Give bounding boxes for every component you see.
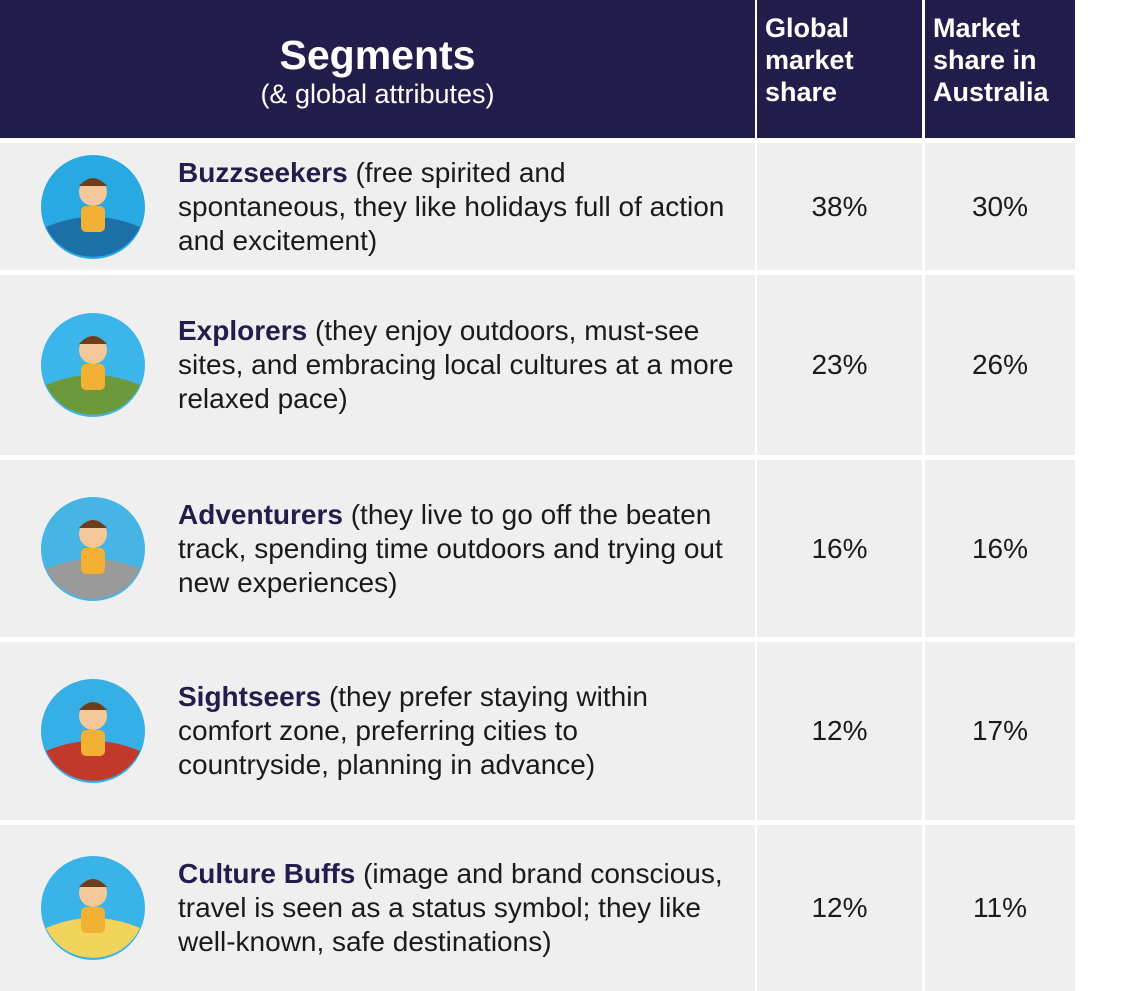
header-note: (& global attributes) [260,79,495,109]
segment-cell: Culture Buffs (image and brand conscious… [0,825,755,991]
segment-description: (they live to go off the beaten track, s… [178,498,723,598]
segment-text: Adventurers (they live to go off the bea… [178,498,735,600]
segment-name: Adventurers [178,498,343,530]
global-share: 12% [757,642,922,820]
segment-name: Sightseers [178,681,322,712]
segment-name: Explorers [178,315,308,346]
global-share: 16% [757,460,922,637]
header-global: Global market share [757,0,922,138]
header-segments: Segments (& global attributes) [0,0,755,138]
segment-cell: Buzzseekers (free spirited and spontaneo… [0,143,755,270]
segment-icon [41,313,145,417]
segment-text: Explorers (they enjoy outdoors, must-see… [178,314,735,416]
segment-name: Buzzseekers [178,156,348,188]
header-title: Segments [279,32,476,78]
australia-share: 11% [925,825,1075,991]
segment-cell: Explorers (they enjoy outdoors, must-see… [0,275,755,455]
segment-icon [41,496,145,601]
australia-share: 30% [925,143,1075,270]
header-australia: Market share in Australia [925,0,1075,138]
segment-icon [41,679,145,783]
segment-cell: Adventurers (they live to go off the bea… [0,460,755,637]
segment-description: (they prefer staying within comfort zone… [178,681,648,780]
global-share: 23% [757,275,922,455]
australia-share: 17% [925,642,1075,820]
segment-text: Buzzseekers (free spirited and spontaneo… [178,156,735,258]
segment-description: (free spirited and spontaneous, they lik… [178,156,725,256]
australia-share: 26% [925,275,1075,455]
global-share: 12% [757,825,922,991]
segment-text: Culture Buffs (image and brand conscious… [178,857,735,959]
segment-icon [41,856,145,960]
segment-name: Culture Buffs [178,858,356,889]
global-share: 38% [757,143,922,270]
segment-description: (they enjoy outdoors, must-see sites, an… [178,315,734,414]
australia-share: 16% [925,460,1075,637]
segment-icon [41,154,145,259]
segment-cell: Sightseers (they prefer staying within c… [0,642,755,820]
segment-text: Sightseers (they prefer staying within c… [178,680,735,782]
segment-description: (image and brand conscious, travel is se… [178,858,723,957]
